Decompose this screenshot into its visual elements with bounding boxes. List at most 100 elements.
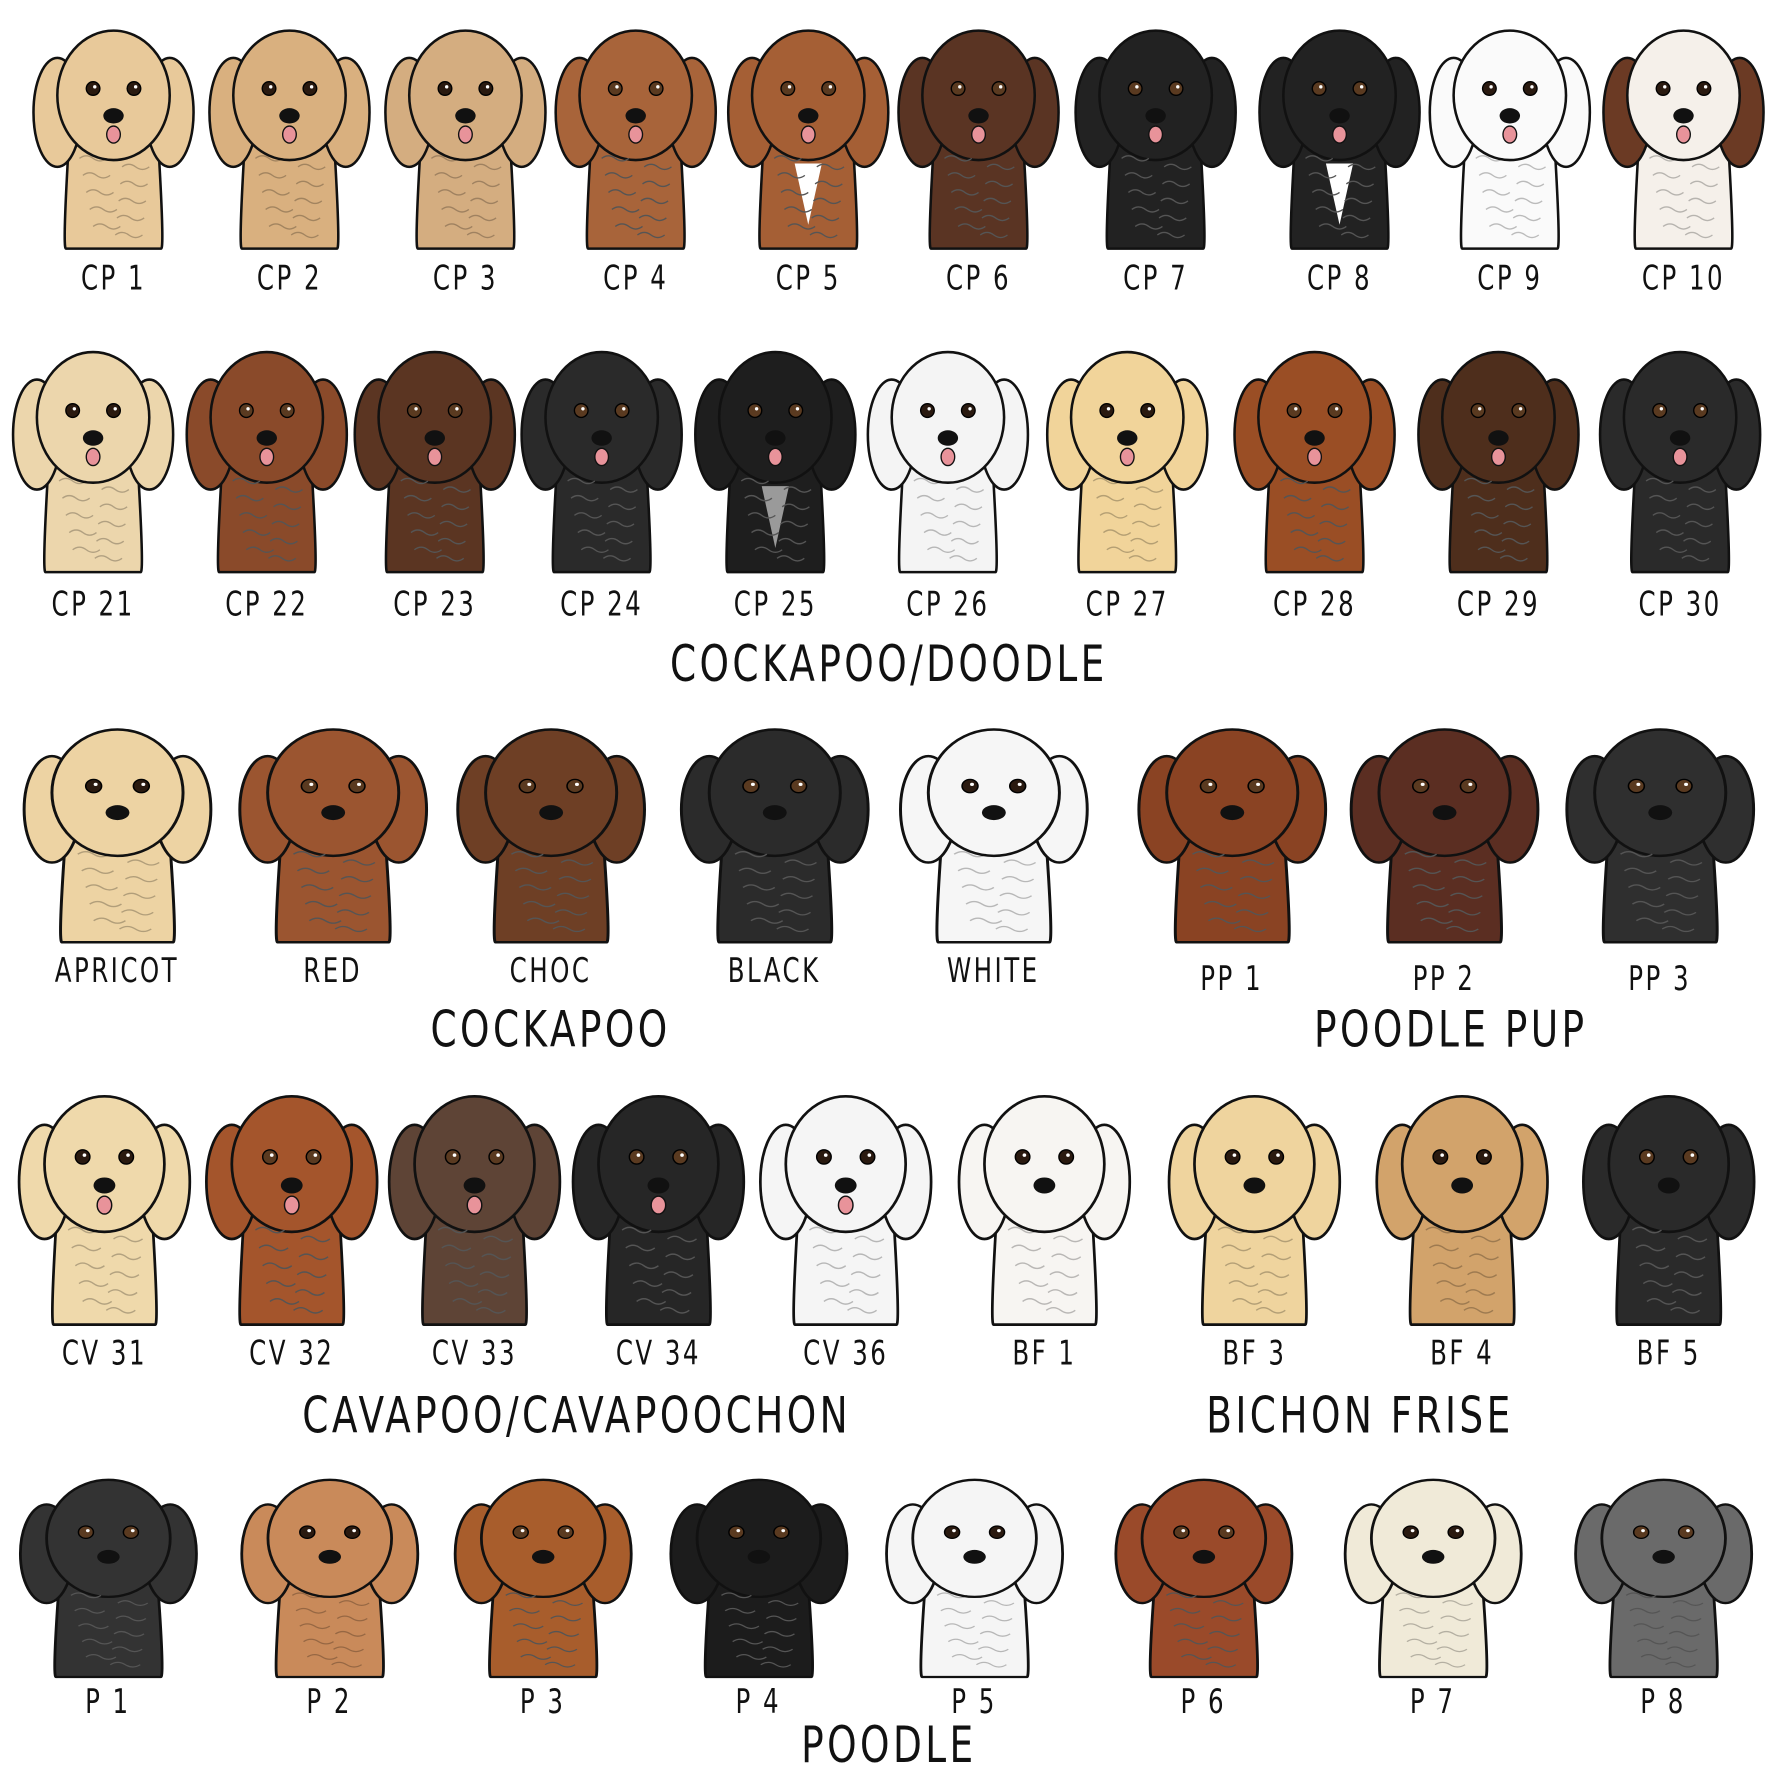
dog-left-eye: [511, 1525, 529, 1539]
dog-tongue: [457, 125, 473, 144]
eye-highlight: [735, 1529, 740, 1533]
fur-curl: [1207, 917, 1266, 933]
dog-right-eye: [859, 1149, 876, 1165]
fur-curl: [72, 546, 123, 562]
eye-highlight: [444, 85, 449, 89]
fur-curl: [604, 172, 671, 188]
dog-right-eye: [1511, 402, 1527, 419]
dog-tongue: [1332, 125, 1348, 144]
dog-head: [479, 1478, 606, 1599]
dog-illustration: [884, 1478, 1064, 1679]
fur-curl: [1645, 477, 1717, 493]
fur-curl: [82, 172, 148, 188]
dog-portrait-cp-25: [690, 335, 860, 576]
fur-curl: [71, 1244, 142, 1261]
dog-portrait-cp-1: [28, 14, 198, 252]
fur-curl: [1409, 1654, 1465, 1668]
dog-tongue: [283, 1195, 300, 1215]
fur-curl: [808, 1226, 885, 1243]
dog-tongue: [971, 125, 987, 144]
fur-curl: [936, 1592, 1014, 1606]
fur-curl: [570, 494, 637, 511]
dog-tongue: [1676, 125, 1691, 144]
dog-label: CP 4: [603, 258, 669, 299]
eye-highlight: [1685, 1529, 1690, 1533]
dog-portrait-cp-5: [723, 14, 893, 252]
dog-portrait-cp-21: [8, 335, 178, 576]
dog-label: CP 24: [560, 584, 644, 625]
fur-curl: [434, 172, 500, 188]
dog-right-eye: [991, 81, 1007, 97]
dog-nose: [765, 430, 786, 446]
dog-label: CP 9: [1477, 258, 1543, 299]
fur-curl: [1106, 546, 1157, 562]
dog-tongue: [628, 125, 644, 144]
fur-curl: [526, 917, 585, 933]
dog-body: [990, 1205, 1098, 1326]
dog-portrait-black: [675, 713, 874, 946]
fur-curl: [947, 1638, 1009, 1653]
dog-portrait-pp-3: [1560, 713, 1759, 946]
fur-curl: [82, 1298, 136, 1314]
dog-right-eye: [122, 1525, 139, 1539]
dog-right-eye: [1696, 81, 1712, 97]
eye-highlight: [1478, 407, 1482, 411]
dog-left-eye: [780, 81, 796, 97]
dog-chest-patch: [761, 486, 789, 549]
fur-curl: [78, 1280, 138, 1296]
fur-curl: [1475, 155, 1546, 171]
fur-curl: [1096, 494, 1162, 511]
dog-right-eye: [132, 778, 150, 794]
dog-illustration: [239, 1478, 419, 1679]
section-title: COCKAPOO: [430, 1001, 671, 1060]
fur-curl: [951, 1654, 1007, 1668]
eye-highlight: [287, 407, 291, 411]
fur-curl: [1224, 1262, 1290, 1279]
dog-tongue: [466, 1195, 483, 1215]
dog-right-eye: [302, 81, 318, 97]
dog-left-eye: [815, 1149, 832, 1165]
dog-nose: [747, 1549, 770, 1564]
dog-head: [910, 1478, 1038, 1599]
dog-nose: [762, 805, 787, 821]
dog-portrait-bf-5: [1578, 1078, 1760, 1328]
fur-curl: [961, 884, 1032, 899]
dog-right-eye: [1674, 778, 1693, 794]
dog-nose: [93, 1177, 116, 1194]
fur-curl: [235, 494, 302, 511]
dog-portrait-apricot: [18, 713, 217, 946]
eye-highlight: [1518, 407, 1523, 411]
fur-curl: [939, 1607, 1012, 1622]
dog-head: [1440, 350, 1556, 485]
fur-curl: [1176, 1638, 1238, 1653]
dog-left-eye: [74, 1149, 91, 1165]
fur-curl: [1165, 1592, 1244, 1606]
dog-label: CP 7: [1123, 258, 1189, 299]
dog-label: CP 21: [51, 584, 135, 625]
dog-label: APRICOT: [54, 951, 180, 992]
dog-head: [1257, 350, 1373, 485]
dog-label: P 1: [85, 1682, 131, 1723]
fur-curl: [1623, 867, 1700, 883]
dog-right-eye: [821, 81, 837, 97]
dog-label: CP 30: [1638, 584, 1722, 625]
fur-curl: [413, 546, 465, 562]
fur-curl: [300, 884, 371, 899]
fur-curl: [1649, 494, 1715, 511]
dog-portrait-bf-4: [1371, 1078, 1553, 1328]
dog-left-eye: [747, 402, 763, 419]
eye-highlight: [581, 407, 585, 411]
dog-label: CV 31: [61, 1333, 148, 1374]
dog-head: [1400, 1094, 1524, 1234]
dog-illustration: [205, 1094, 379, 1326]
eye-highlight: [1106, 407, 1111, 411]
dog-nose: [798, 108, 819, 124]
section-title: POODLE PUP: [1314, 1001, 1588, 1060]
fur-curl: [504, 1592, 583, 1606]
eye-highlight: [574, 782, 579, 787]
fur-curl: [403, 494, 470, 511]
eye-highlight: [496, 1153, 500, 1157]
fur-curl: [1217, 1226, 1293, 1243]
dog-illustration: [1582, 1094, 1756, 1326]
dog-right-eye: [1693, 402, 1709, 419]
